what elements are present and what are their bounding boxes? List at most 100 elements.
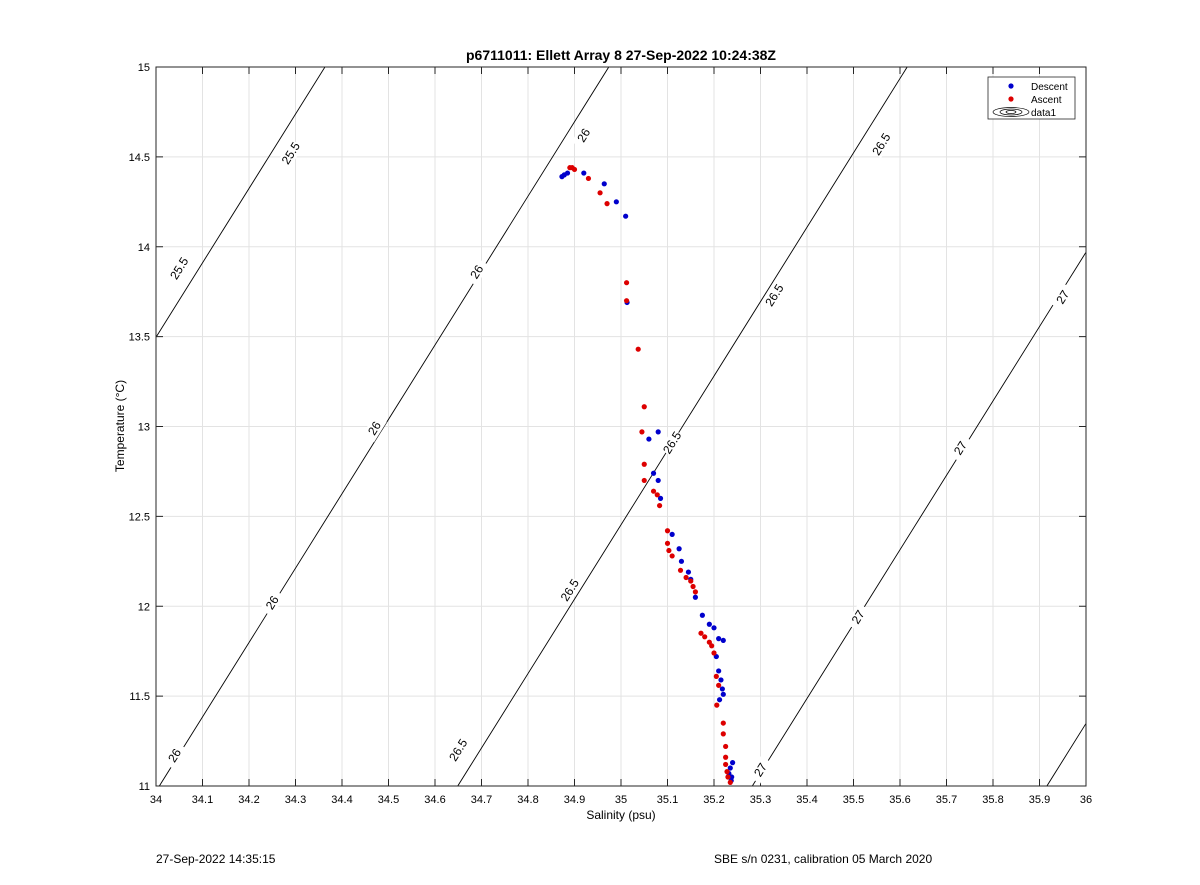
data-point-ascent: [725, 774, 731, 780]
data-point-ascent: [723, 754, 729, 760]
legend-descent-label: Descent: [1031, 82, 1068, 93]
data-point-ascent: [669, 553, 675, 559]
data-point-ascent: [727, 779, 733, 786]
x-tick-label: 35.6: [889, 794, 910, 806]
y-tick-label: 12.5: [129, 511, 150, 523]
data-point-descent: [657, 495, 664, 501]
data-point-ascent: [654, 492, 660, 498]
y-tick-label: 14.5: [129, 152, 150, 164]
data-point-ascent: [690, 583, 696, 590]
data-point-ascent: [585, 175, 592, 182]
x-tick-label: 35: [615, 794, 627, 806]
data-point-ascent: [664, 540, 671, 546]
data-point-ascent: [641, 477, 647, 484]
data-point-ascent: [713, 673, 719, 679]
data-point-ascent: [723, 761, 729, 768]
x-tick-label: 35.7: [936, 794, 957, 806]
density-contour-lines: [155, 66, 1087, 787]
data-point-descent: [699, 612, 705, 618]
data-point-ascent: [641, 404, 647, 410]
isopycnal-line: [155, 66, 326, 338]
legend-ascent-label: Ascent: [1031, 95, 1062, 106]
data-point-descent: [720, 691, 726, 697]
data-point-descent: [676, 546, 682, 552]
y-axis-label: Temperature (°C): [113, 380, 127, 472]
data-point-descent: [719, 686, 725, 692]
legend-box: [987, 76, 1076, 120]
isopycnal-line: [751, 251, 1087, 787]
data-point-ascent: [714, 702, 720, 708]
contour-label-bg: [1050, 283, 1076, 311]
data-point-descent: [692, 594, 699, 600]
data-point-descent: [716, 668, 722, 674]
x-tick-label: 34.2: [238, 794, 259, 806]
contour-label-bg: [362, 414, 387, 443]
data-point-ascent: [635, 346, 641, 352]
x-axis-label: Salinity (psu): [586, 808, 655, 822]
contour-label-bg: [464, 258, 490, 286]
y-tick-label: 11.5: [129, 691, 150, 703]
chart-title: p6711011: Ellett Array 8 27-Sep-2022 10:…: [466, 47, 776, 63]
data-point-descent: [646, 436, 652, 442]
data-point-descent: [718, 677, 724, 683]
data-point-ascent: [664, 528, 671, 534]
x-tick-label: 34.6: [424, 794, 445, 806]
data-point-descent: [727, 765, 733, 771]
data-point-descent: [669, 531, 675, 537]
isopycnal-line: [158, 66, 610, 787]
x-tick-label: 34.8: [517, 794, 538, 806]
data-point-descent: [685, 569, 692, 575]
contour-label-bg: [659, 428, 685, 457]
data-point-ascent: [597, 190, 603, 196]
grid-lines: [155, 66, 1087, 787]
data-point-ascent: [709, 643, 715, 649]
data-point-descent: [581, 170, 587, 176]
x-tick-label: 35.4: [796, 794, 817, 806]
data-point-ascent: [720, 731, 726, 737]
x-tick-label: 34.7: [471, 794, 492, 806]
data-point-descent: [730, 760, 736, 766]
data-point-ascent: [723, 743, 729, 750]
data-point-ascent: [623, 298, 630, 304]
data-point-descent: [706, 621, 712, 627]
data-point-ascent: [683, 574, 689, 581]
contour-label-bg: [278, 139, 304, 168]
x-tick-label: 34: [150, 794, 162, 806]
data-point-ascent: [650, 488, 657, 494]
data-point-ascent: [623, 280, 630, 286]
data-point-descent: [623, 213, 629, 219]
contour-label-bg: [557, 576, 583, 604]
data-point-ascent: [698, 630, 704, 636]
data-point-descent: [650, 470, 657, 476]
x-tick-label: 35.5: [843, 794, 864, 806]
legend: Descent Ascent data1: [987, 76, 1076, 120]
footer-instrument-info: SBE s/n 0231, calibration 05 March 2020: [714, 852, 933, 866]
x-tick-label: 34.5: [378, 794, 399, 806]
data-point-descent: [613, 199, 619, 205]
contour-label-bg: [762, 281, 787, 310]
data-point-ascent: [702, 634, 708, 640]
contour-label-bg: [162, 741, 187, 770]
data-point-ascent: [724, 769, 730, 775]
contour-label-bg: [948, 434, 973, 462]
contour-label-bg: [869, 130, 894, 159]
x-tick-label: 35.1: [657, 794, 678, 806]
x-tick-label: 34.4: [331, 794, 352, 806]
x-tick-label: 34.9: [564, 794, 585, 806]
x-tick-label: 34.3: [285, 794, 306, 806]
contour-label-bg: [748, 755, 773, 784]
x-tick-label: 36: [1080, 794, 1092, 806]
data-point-descent: [720, 637, 726, 644]
x-tick-label: 35.2: [703, 794, 724, 806]
legend-data1-label: data1: [1031, 108, 1056, 119]
x-tick-label: 35.9: [1029, 794, 1050, 806]
data-point-ascent: [639, 429, 645, 435]
data-point-ascent: [641, 461, 647, 467]
data-point-descent: [711, 625, 717, 631]
data-point-descent: [655, 477, 661, 484]
data-point-ascent: [571, 166, 578, 173]
x-tick-label: 35.8: [982, 794, 1003, 806]
data-point-ascent: [666, 547, 672, 554]
x-tick-label: 34.1: [192, 794, 213, 806]
y-tick-label: 11: [139, 781, 150, 793]
